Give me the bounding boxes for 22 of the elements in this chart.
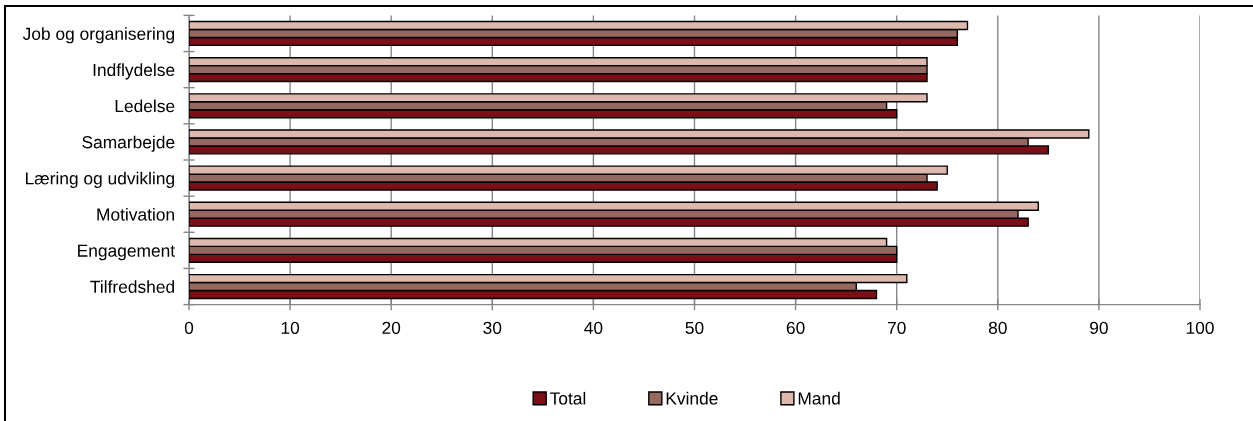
legend-label: Total bbox=[550, 391, 586, 405]
y-tick-label: Job og organisering bbox=[22, 27, 175, 44]
x-tick-label: 80 bbox=[988, 321, 1007, 335]
x-tick-label: 0 bbox=[184, 321, 194, 335]
x-tick-label: 60 bbox=[786, 321, 805, 335]
x-tick-label: 90 bbox=[1090, 321, 1108, 335]
x-tick-label: 40 bbox=[584, 321, 603, 335]
x-tick-label: 10 bbox=[281, 321, 300, 335]
x-tick-label: 30 bbox=[483, 321, 502, 335]
legend-label: Kvinde bbox=[666, 391, 718, 405]
x-tick-label: 50 bbox=[685, 321, 704, 335]
x-tick-label: 70 bbox=[887, 321, 906, 335]
y-tick-label: Samarbejde bbox=[82, 135, 175, 152]
x-tick-label: 20 bbox=[382, 321, 401, 335]
y-tick-label: Ledelse bbox=[115, 99, 175, 113]
x-tick-label: 100 bbox=[1186, 321, 1214, 335]
y-tick-label: Engagement bbox=[78, 244, 175, 261]
y-tick-label: Motivation bbox=[97, 207, 174, 221]
y-tick-label: Tilfredshed bbox=[90, 280, 174, 293]
y-tick-label: Læring og udvikling bbox=[25, 171, 174, 188]
y-tick-label: Indflydelse bbox=[93, 63, 175, 80]
legend-label: Mand bbox=[798, 391, 840, 405]
